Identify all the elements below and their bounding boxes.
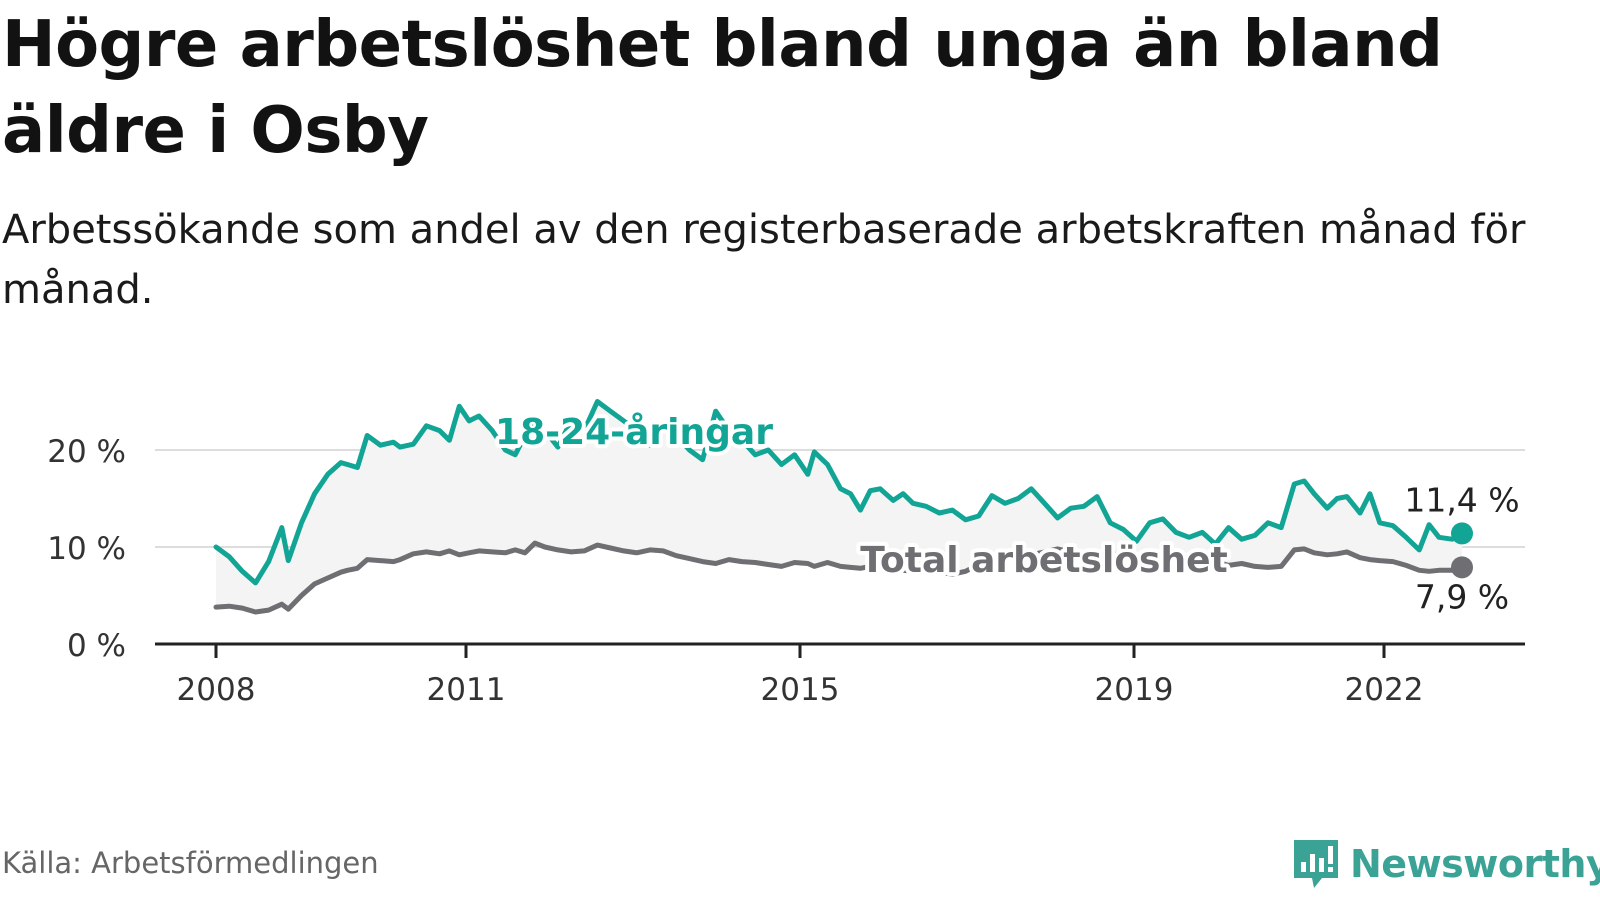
chart-subtitle: Arbetssökande som andel av den registerb… bbox=[2, 207, 1526, 313]
newsworthy-logo-icon bbox=[1294, 840, 1338, 888]
brand-name: Newsworthy bbox=[1350, 842, 1600, 886]
source-note: Källa: Arbetsförmedlingen bbox=[2, 846, 379, 880]
series-line-total bbox=[213, 540, 1465, 615]
y-tick-label: 10 % bbox=[47, 531, 126, 567]
chart-title: Högre arbetslöshet bland unga än bland ä… bbox=[2, 8, 1443, 168]
end-value-total: 7,9 % bbox=[1415, 577, 1509, 616]
label-18-24: 18-24-åringar bbox=[495, 412, 773, 453]
label-total: Total arbetslöshet bbox=[860, 540, 1228, 581]
series-labels: 18-24-åringar Total arbetslöshet 11,4 % 7,9… bbox=[491, 408, 1524, 620]
x-tick-label: 2011 bbox=[427, 672, 506, 708]
x-tick-label: 2019 bbox=[1095, 672, 1174, 708]
x-tick-label: 2022 bbox=[1345, 672, 1424, 708]
brand-logo: Newsworthy bbox=[1292, 838, 1600, 890]
end-value-18-24: 11,4 % bbox=[1404, 480, 1519, 519]
series-line-18-24 bbox=[213, 399, 1465, 586]
x-tick-label: 2008 bbox=[177, 672, 256, 708]
line-chart: 0 % 10 % 20 % 2008 2011 2015 2019 2022 18-24-å… bbox=[47, 399, 1525, 708]
y-tick-label: 20 % bbox=[47, 434, 126, 470]
x-axis: 2008 2011 2015 2019 2022 bbox=[155, 642, 1525, 708]
end-point-18-24 bbox=[1451, 522, 1473, 545]
end-point-total bbox=[1451, 556, 1473, 579]
series-lines bbox=[213, 399, 1473, 615]
x-tick-label: 2015 bbox=[761, 672, 840, 708]
difference-band bbox=[216, 401, 1462, 612]
y-tick-label: 0 % bbox=[67, 628, 126, 664]
